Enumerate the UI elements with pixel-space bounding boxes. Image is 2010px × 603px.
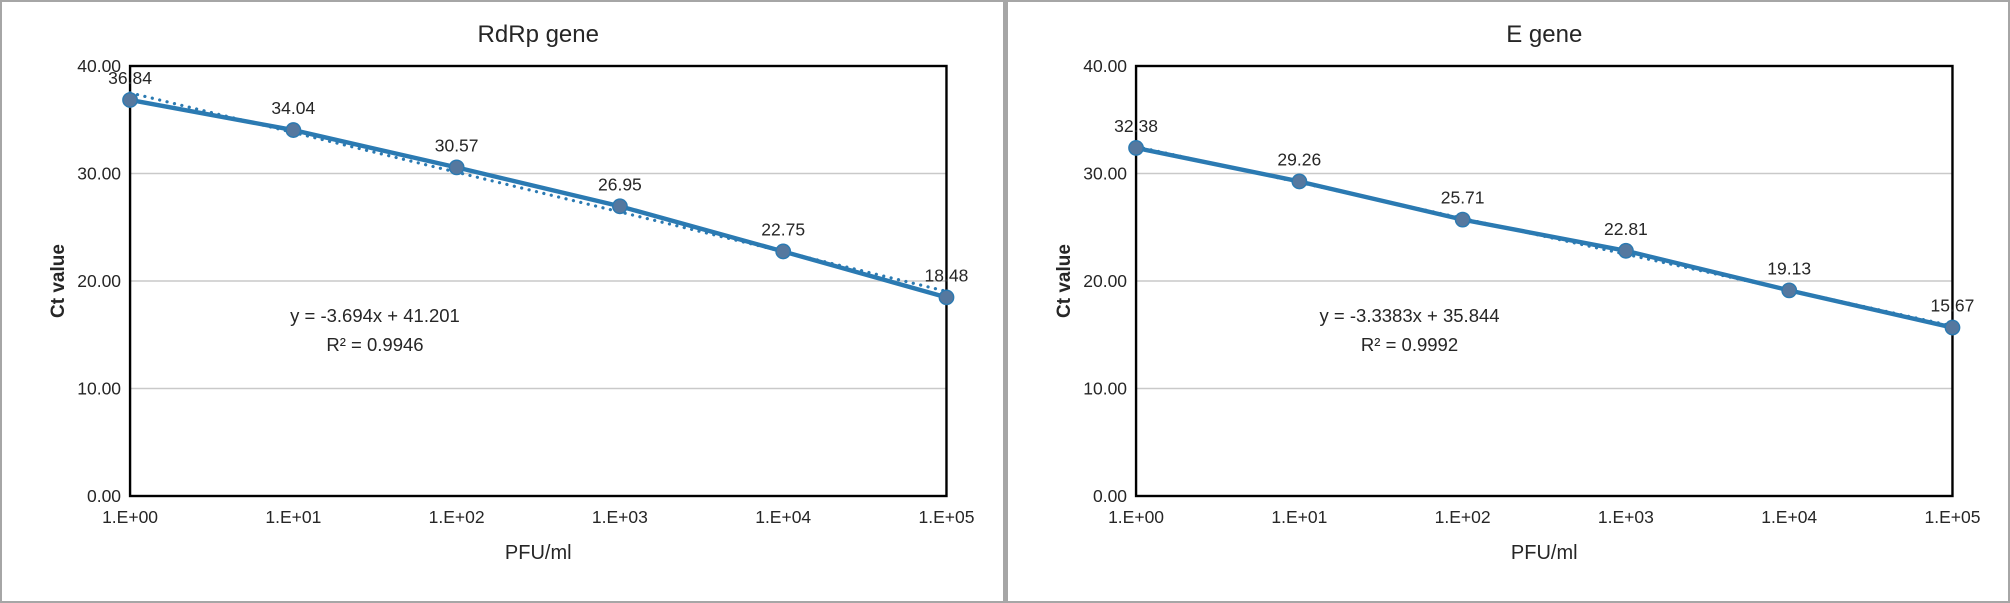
y-axis-tick-label: 30.00	[1083, 164, 1127, 184]
y-axis-title: Ct value	[48, 244, 69, 318]
y-axis-tick-label: 0.00	[87, 486, 121, 506]
x-axis-tick-label: 1.E+02	[429, 507, 485, 527]
data-point-label: 26.95	[598, 174, 642, 194]
x-axis-tick-label: 1.E+01	[265, 507, 321, 527]
data-point-marker	[1127, 140, 1144, 156]
y-axis-tick-label: 10.00	[77, 379, 121, 399]
e-gene-chart: 32.38 29.26 25.71 22.81 19.13 15.67 0.00 10.00 2…	[1054, 21, 1980, 564]
y-axis-title: Ct value	[1054, 244, 1075, 318]
data-point-label: 30.57	[435, 135, 479, 155]
x-axis-tick-label: 1.E+03	[592, 507, 648, 527]
data-point-label: 18.48	[925, 265, 969, 285]
data-point-label: 15.67	[1930, 296, 1974, 316]
x-axis-tick-label: 1.E+04	[755, 507, 811, 527]
y-axis-tick-label: 20.00	[77, 271, 121, 291]
x-axis-tick-label: 1.E+04	[1761, 507, 1817, 527]
data-point-marker	[1944, 319, 1960, 336]
data-point-marker	[938, 289, 955, 306]
data-point-marker	[1454, 211, 1471, 228]
chart-panel-e-gene: 32.38 29.26 25.71 22.81 19.13 15.67 0.00 10.00 2…	[1007, 2, 2008, 601]
data-point-label: 22.75	[761, 219, 805, 239]
data-point-label: 22.81	[1604, 219, 1648, 239]
rdrp-gene-chart: 36.84 34.04 30.57 26.95 22.75 18.48 0.00 10.00 2…	[48, 21, 974, 564]
series-line	[1133, 145, 1955, 330]
x-axis-tick-label: 1.E+05	[918, 507, 974, 527]
data-point-marker	[612, 198, 628, 215]
data-point-marker	[1290, 173, 1307, 190]
data-point-marker	[285, 122, 302, 138]
data-point-label: 25.71	[1440, 188, 1484, 208]
trendline-equation: y = -3.3383x + 35.844	[1319, 305, 1499, 326]
x-axis-title: PFU/ml	[505, 542, 572, 564]
chart-title: E gene	[1506, 21, 1582, 48]
x-axis-tick-label: 1.E+05	[1924, 507, 1980, 527]
x-axis-tick-label: 1.E+00	[102, 507, 158, 527]
y-axis-tick-label: 0.00	[1092, 486, 1126, 506]
data-point-label: 32.38	[1114, 116, 1158, 136]
data-point-marker	[1617, 242, 1634, 259]
y-axis-tick-label: 40.00	[77, 56, 121, 76]
trendline-r-squared: R² = 0.9946	[326, 334, 423, 355]
plot-area-border	[1134, 64, 1954, 498]
data-point-marker	[775, 243, 792, 260]
data-point-marker	[448, 159, 465, 176]
y-axis-tick-label: 40.00	[1083, 56, 1127, 76]
plot-area-border	[128, 64, 948, 498]
x-axis-title: PFU/ml	[1510, 542, 1577, 564]
y-axis-tick-label: 10.00	[1083, 379, 1127, 399]
x-axis-tick-label: 1.E+01	[1271, 507, 1327, 527]
y-axis-tick-label: 20.00	[1083, 271, 1127, 291]
trendline-r-squared: R² = 0.9992	[1360, 334, 1457, 355]
data-point-label: 19.13	[1767, 258, 1811, 278]
x-axis-tick-label: 1.E+03	[1597, 507, 1653, 527]
trendline-equation: y = -3.694x + 41.201	[290, 305, 460, 326]
y-axis-tick-label: 30.00	[77, 164, 121, 184]
x-axis-tick-label: 1.E+02	[1434, 507, 1490, 527]
data-point-label: 29.26	[1277, 149, 1321, 169]
data-point-label: 36.84	[108, 68, 152, 88]
chart-panel-rdrp-gene: 36.84 34.04 30.57 26.95 22.75 18.48 0.00 10.00 2…	[2, 2, 1008, 601]
x-axis-tick-label: 1.E+00	[1108, 507, 1164, 527]
chart-title: RdRp gene	[478, 21, 599, 48]
data-point-marker	[1780, 282, 1797, 299]
data-point-marker	[122, 92, 138, 108]
series-line	[127, 97, 949, 300]
data-point-label: 34.04	[271, 98, 315, 118]
